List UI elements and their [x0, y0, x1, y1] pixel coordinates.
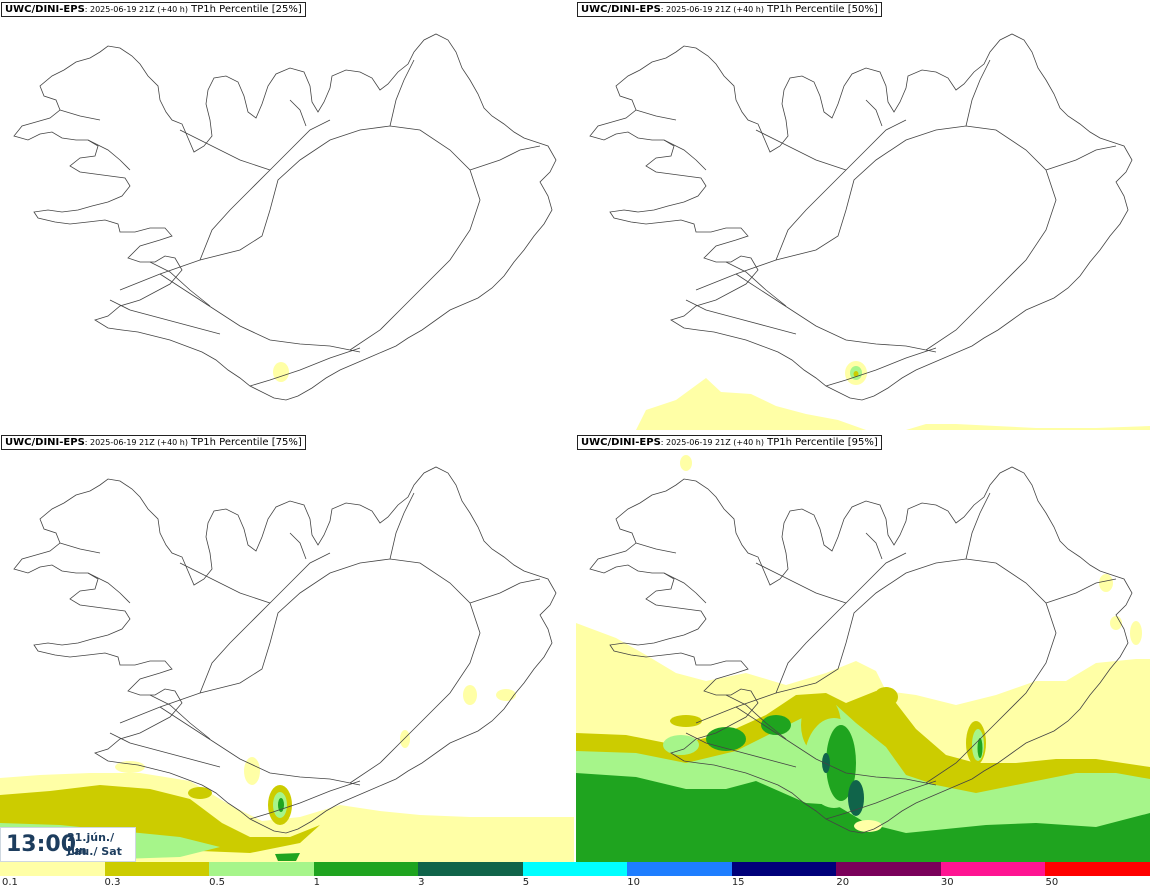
valid-time: 13:00: [6, 832, 77, 857]
precip-layer: [576, 455, 1150, 863]
legend-tick-label: 20: [836, 877, 850, 888]
coastline: [13, 33, 557, 401]
valid-weekday: Lau./ Sat: [67, 845, 122, 858]
legend-swatch: [1045, 862, 1150, 876]
map-panel-p95: UWC/DINI-EPS: 2025-06-19 21Z (+40 h) TP1…: [576, 433, 1150, 863]
precip-map: [13, 33, 557, 401]
panel-title: UWC/DINI-EPS: 2025-06-19 21Z (+40 h) TP1…: [1, 435, 306, 450]
legend-tick-label: 5: [522, 877, 530, 888]
legend-tick-label: 15: [731, 877, 745, 888]
legend-tick-label: 0.1: [2, 877, 18, 888]
legend-swatch: [522, 862, 628, 876]
legend-swatch: [209, 862, 314, 876]
precip-layer: [273, 362, 289, 382]
legend-tick-label: 30: [940, 877, 954, 888]
legend-tick-label: 0.3: [104, 877, 121, 888]
legend-swatch: [313, 862, 419, 876]
legend-tick-label: 50: [1045, 877, 1059, 888]
legend-swatch: [731, 862, 837, 876]
legend-tick-label: 3: [418, 877, 425, 888]
color-legend: 0.1 0.3 0.5 1 3 5 10 15 20 30 50: [0, 862, 1150, 891]
precip-map: [589, 33, 1150, 430]
panel-title: UWC/DINI-EPS: 2025-06-19 21Z (+40 h) TP1…: [577, 2, 882, 17]
legend-tick-label: 1: [313, 877, 320, 888]
valid-date: 21.jún./ Jun: [67, 831, 115, 857]
legend-colorbar: [0, 862, 1150, 876]
precip-map: [576, 455, 1150, 863]
precip-map: [0, 466, 574, 863]
legend-swatch: [104, 862, 210, 876]
valid-time-box: 13:00 21.jún./ Jun Lau./ Sat: [0, 827, 136, 862]
map-panel-p75: UWC/DINI-EPS: 2025-06-19 21Z (+40 h) TP1…: [0, 433, 574, 863]
map-panel-p50: UWC/DINI-EPS: 2025-06-19 21Z (+40 h) TP1…: [576, 0, 1150, 430]
legend-swatch: [836, 862, 941, 876]
legend-swatch: [940, 862, 1046, 876]
legend-swatch: [418, 862, 523, 876]
legend-tick-label: 0.5: [209, 877, 225, 888]
map-panel-p25: UWC/DINI-EPS: 2025-06-19 21Z (+40 h) TP1…: [0, 0, 574, 430]
legend-swatch: [0, 862, 105, 876]
panel-title: UWC/DINI-EPS: 2025-06-19 21Z (+40 h) TP1…: [577, 435, 882, 450]
coastline: [589, 33, 1133, 401]
panel-title: UWC/DINI-EPS: 2025-06-19 21Z (+40 h) TP1…: [1, 2, 306, 17]
precip-layer: [636, 361, 1150, 430]
precip-layer: [0, 685, 574, 863]
legend-swatch: [627, 862, 732, 876]
legend-tick-label: 10: [627, 877, 640, 888]
